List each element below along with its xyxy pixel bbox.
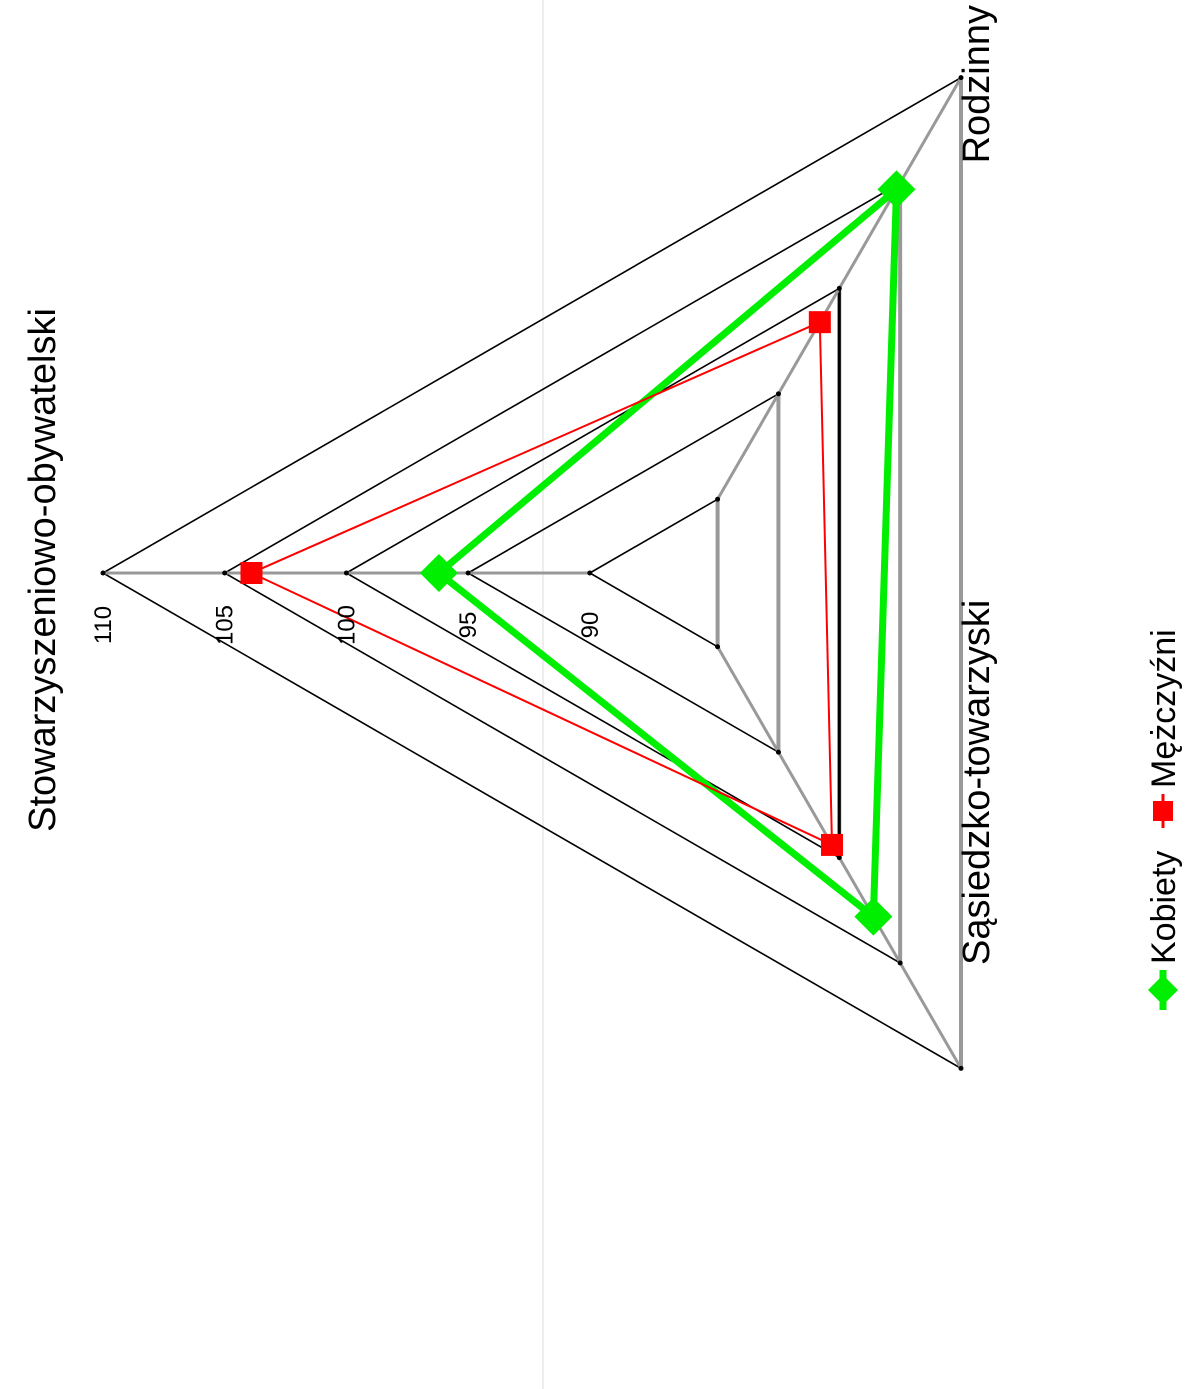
- series-0: [419, 170, 916, 936]
- spoke-tick-2-1: [775, 749, 781, 755]
- spoke-tick-2-0: [715, 644, 721, 650]
- series-0-line: [433, 181, 901, 924]
- series-layer: [240, 170, 916, 936]
- series-0-point-2: [854, 897, 893, 936]
- tick-label-3: 105: [212, 605, 239, 645]
- tick-label-0: 90: [577, 612, 604, 639]
- spoke-tick-0-4: [100, 570, 106, 576]
- legend: Kobiety Mężczyźni: [1145, 629, 1183, 1010]
- legend-mezczyzni-label: Mężczyźni: [1145, 629, 1183, 788]
- axis-title-stowarzyszeniowo: Stowarzyszeniowo-obywatelski: [22, 308, 64, 832]
- series-1-point-1: [808, 311, 831, 334]
- axis-title-sasiedzko: Sąsiedzko-towarzyski: [956, 600, 998, 965]
- spoke-tick-0-1: [465, 570, 471, 576]
- spoke-tick-0-0: [587, 570, 593, 576]
- radar-spokes: [100, 75, 964, 1071]
- series-1-point-0: [240, 562, 263, 584]
- legend-mezczyzni-marker: [1153, 801, 1173, 821]
- spoke-tick-0-2: [343, 570, 349, 576]
- series-1: [240, 311, 843, 856]
- spoke-tick-1-2: [836, 285, 842, 291]
- axis-title-rodzinny: Rodzinny: [956, 5, 998, 163]
- series-1-point-2: [820, 833, 843, 856]
- spoke-tick-1-1: [775, 391, 781, 397]
- spoke-tick-2-2: [836, 855, 842, 861]
- series-0-point-1: [877, 170, 916, 209]
- spoke-tick-2-3: [897, 960, 903, 966]
- tick-label-4: 110: [90, 606, 117, 644]
- legend-kobiety-marker: [1148, 975, 1178, 1005]
- spoke-tick-0-3: [222, 570, 228, 576]
- legend-kobiety-label: Kobiety: [1145, 851, 1183, 964]
- spoke-tick-1-0: [715, 496, 721, 502]
- grid-ring-0: [588, 497, 719, 649]
- radar-grid: [101, 76, 963, 1070]
- series-0-point-0: [419, 554, 458, 592]
- tick-labels: 90 95 100 105 110: [90, 605, 604, 645]
- spoke-tick-1-4: [958, 75, 964, 81]
- spoke-tick-2-4: [958, 1065, 964, 1071]
- tick-label-2: 100: [333, 605, 360, 645]
- series-1-line: [249, 320, 834, 847]
- tick-label-1: 95: [455, 612, 482, 639]
